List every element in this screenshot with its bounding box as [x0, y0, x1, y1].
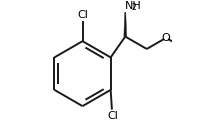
Text: Cl: Cl: [107, 111, 118, 121]
Polygon shape: [124, 12, 127, 37]
Text: 2: 2: [132, 3, 137, 12]
Text: O: O: [162, 33, 170, 43]
Text: Cl: Cl: [77, 10, 88, 20]
Text: NH: NH: [125, 1, 141, 11]
